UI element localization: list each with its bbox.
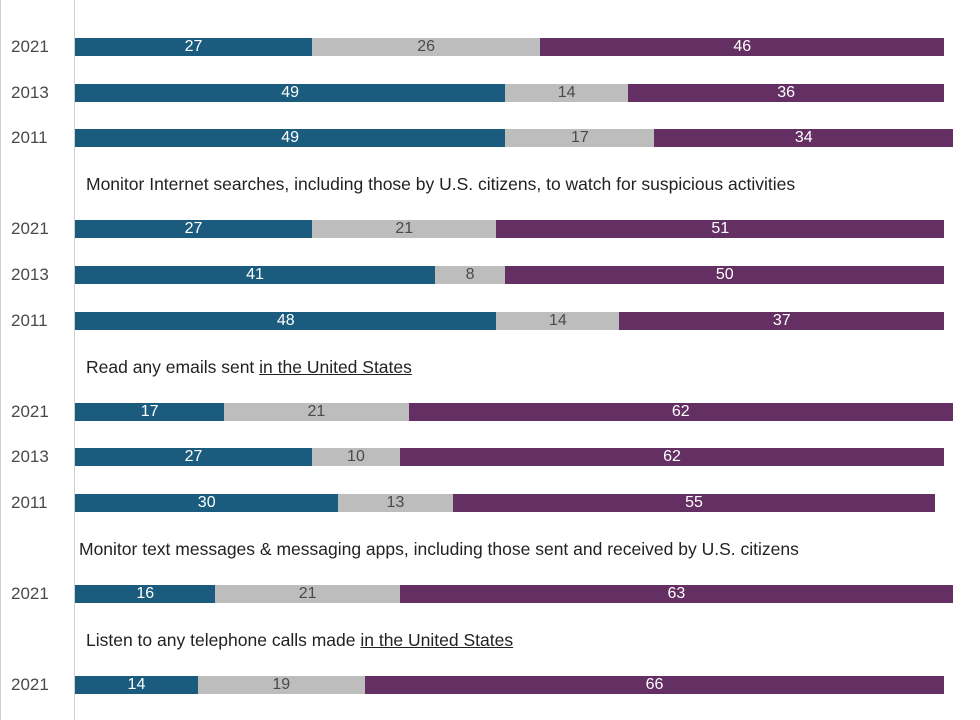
bar-segment: 26 xyxy=(312,38,541,56)
bar-segment: 8 xyxy=(434,266,506,284)
stacked-bar: 49 14 36 xyxy=(75,83,945,102)
bar-segment: 41 xyxy=(75,266,435,284)
axis-line xyxy=(74,0,75,720)
stacked-bar: 17 21 62 xyxy=(75,402,953,421)
stacked-bar: 27 26 46 xyxy=(75,38,945,56)
bar-segment: 14 xyxy=(75,676,198,695)
bar-segment: 62 xyxy=(408,402,953,421)
stacked-bar: 48 14 37 xyxy=(75,311,945,330)
year-label: 2011 xyxy=(11,128,48,148)
stacked-bar: 49 17 34 xyxy=(75,129,953,148)
bar-segment: 46 xyxy=(540,38,945,56)
bar-segment: 27 xyxy=(75,448,313,467)
year-label: 2013 xyxy=(11,82,49,102)
year-label: 2021 xyxy=(11,584,49,604)
bar-segment: 49 xyxy=(75,83,506,102)
year-label: 2011 xyxy=(11,310,48,330)
year-label: 2021 xyxy=(11,219,49,239)
group-title-text: Listen to any telephone calls made xyxy=(86,630,361,651)
stacked-bar: 30 13 55 xyxy=(75,494,936,512)
bar-segment: 37 xyxy=(619,311,945,330)
bar-segment: 21 xyxy=(312,220,497,239)
bar-segment: 48 xyxy=(75,311,497,330)
group-title-text: Read any emails sent xyxy=(86,356,260,377)
bar-segment: 19 xyxy=(197,676,365,695)
bar-segment: 21 xyxy=(224,402,409,421)
group-title-text: Monitor text messages & messaging apps, … xyxy=(79,539,799,560)
year-label: 2011 xyxy=(11,493,48,512)
bar-segment: 17 xyxy=(75,402,225,421)
bar-segment: 30 xyxy=(75,494,339,512)
stacked-bar: 27 10 62 xyxy=(75,448,945,467)
bar-segment: 14 xyxy=(505,83,629,102)
bar-segment: 55 xyxy=(452,494,936,512)
bar-segment: 49 xyxy=(75,129,506,148)
bar-segment: 14 xyxy=(496,311,620,330)
frame-border xyxy=(0,0,1,720)
bar-segment: 50 xyxy=(505,266,945,284)
year-label: 2021 xyxy=(11,675,49,695)
year-label: 2021 xyxy=(11,401,49,421)
bar-segment: 27 xyxy=(75,220,313,239)
bar-segment: 66 xyxy=(364,676,945,695)
year-label: 2013 xyxy=(11,447,49,467)
stacked-bar: 14 19 66 xyxy=(75,676,945,695)
bar-segment: 27 xyxy=(75,38,313,56)
group-title-underlined: in the United States xyxy=(259,356,412,377)
year-label: 2013 xyxy=(11,265,49,284)
group-title: Monitor Internet searches, including tho… xyxy=(86,173,795,195)
bar-segment: 16 xyxy=(75,585,216,604)
group-title-underlined: in the United States xyxy=(360,630,514,651)
bar-segment: 34 xyxy=(654,129,953,148)
group-title: Monitor text messages & messaging apps, … xyxy=(79,538,799,560)
group-title-text: Monitor Internet searches, including tho… xyxy=(86,174,796,195)
bar-segment: 21 xyxy=(215,585,400,604)
bar-segment: 51 xyxy=(496,220,945,239)
bar-segment: 13 xyxy=(338,494,453,512)
group-title: Listen to any telephone calls made in th… xyxy=(86,629,513,651)
stacked-bar: 41 8 50 xyxy=(75,266,945,284)
bar-segment: 10 xyxy=(312,448,400,467)
stacked-bar: 27 21 51 xyxy=(75,220,945,239)
bar-segment: 36 xyxy=(628,83,945,102)
year-label: 2021 xyxy=(11,37,49,56)
stacked-bar: 16 21 63 xyxy=(75,585,953,604)
bar-segment: 62 xyxy=(399,448,945,467)
bar-segment: 63 xyxy=(399,585,953,604)
group-title: Read any emails sent in the United State… xyxy=(86,356,412,378)
bar-segment: 17 xyxy=(505,129,655,148)
